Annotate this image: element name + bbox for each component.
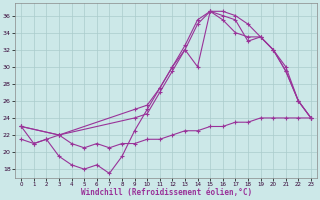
X-axis label: Windchill (Refroidissement éolien,°C): Windchill (Refroidissement éolien,°C) [81,188,252,197]
